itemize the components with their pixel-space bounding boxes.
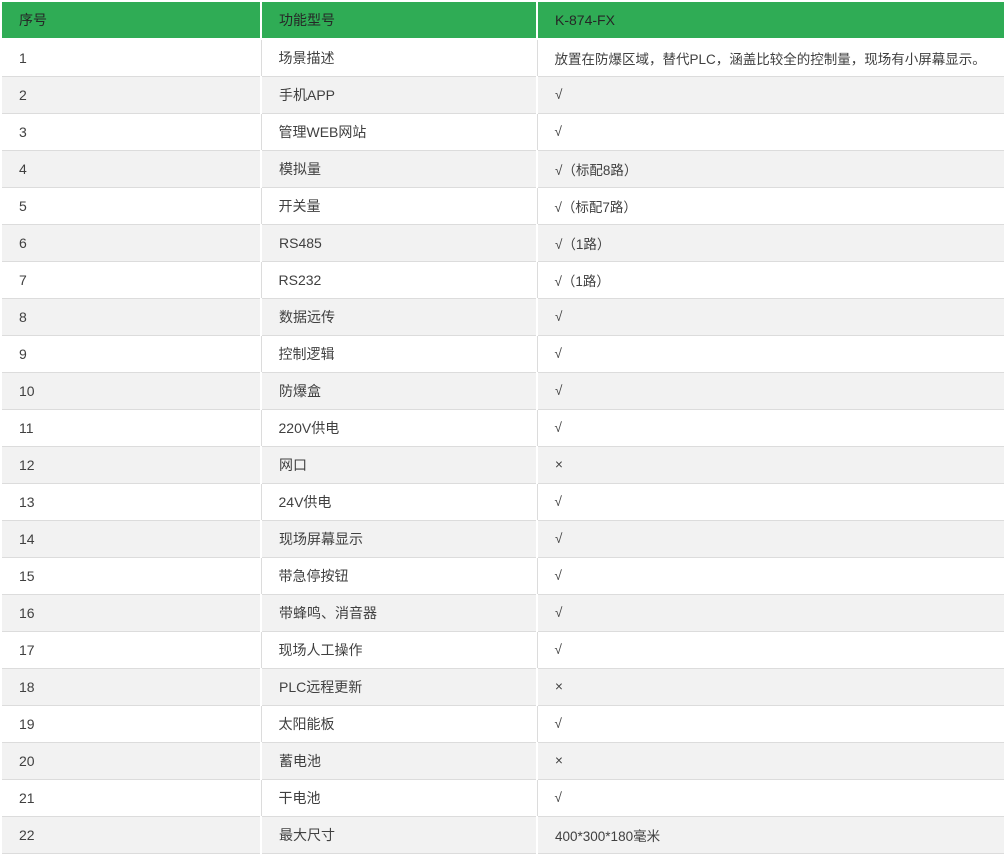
- feature-name-cell: 管理WEB网站: [260, 113, 537, 150]
- feature-value-cell: √: [536, 520, 1004, 557]
- row-index-cell: 2: [19, 86, 27, 103]
- row-index-cell: 19: [19, 715, 35, 732]
- header-row: 序号 功能型号 K-874-FX: [2, 2, 1004, 40]
- feature-value-cell: √: [536, 779, 1004, 816]
- feature-value-cell: √: [536, 631, 1004, 668]
- table-row: 4 模拟量 √（标配8路）: [2, 150, 1004, 187]
- feature-name-cell: 数据远传: [260, 298, 537, 335]
- table-row: 16 带蜂鸣、消音器 √: [2, 594, 1004, 631]
- feature-name-cell: 网口: [260, 446, 537, 483]
- row-index-cell: 1: [19, 49, 27, 66]
- row-index-cell: 7: [19, 271, 27, 288]
- table-row: 11 220V供电 √: [2, 409, 1004, 446]
- feature-name-cell: 现场人工操作: [260, 631, 537, 668]
- table-row: 8 数据远传 √: [2, 298, 1004, 335]
- row-index-cell: 11: [19, 419, 34, 436]
- feature-value-cell: √（标配8路）: [536, 150, 1004, 187]
- row-index-cell: 18: [19, 678, 35, 695]
- feature-name-cell: RS485: [260, 224, 537, 261]
- feature-value-cell: √: [536, 372, 1004, 409]
- row-index-cell: 10: [19, 382, 35, 399]
- table-header: 序号 功能型号 K-874-FX: [2, 2, 1004, 40]
- row-index-cell: 22: [19, 826, 35, 843]
- row-index-cell: 17: [19, 641, 35, 658]
- feature-name-cell: 24V供电: [260, 483, 537, 520]
- feature-value-cell: √: [536, 335, 1004, 372]
- feature-value-cell: √: [536, 298, 1004, 335]
- table-row: 18 PLC远程更新 ×: [2, 668, 1004, 705]
- table-row: 6 RS485 √（1路）: [2, 224, 1004, 261]
- header-cell-model: K-874-FX: [536, 2, 1004, 40]
- table-row: 13 24V供电 √: [2, 483, 1004, 520]
- table-row: 10 防爆盒 √: [2, 372, 1004, 409]
- feature-value-cell: ×: [536, 668, 1004, 705]
- table-row: 2 手机APP √: [2, 76, 1004, 113]
- table-row: 19 太阳能板 √: [2, 705, 1004, 742]
- row-index-cell: 8: [19, 308, 27, 325]
- feature-value-cell: 放置在防爆区域，替代PLC，涵盖比较全的控制量，现场有小屏幕显示。: [536, 39, 1004, 76]
- feature-name-cell: 防爆盒: [260, 372, 537, 409]
- feature-name-cell: 场景描述: [260, 39, 537, 76]
- feature-name-cell: 带急停按钮: [260, 557, 537, 594]
- header-cell-feature: 功能型号: [260, 2, 537, 40]
- feature-value-cell: √: [536, 483, 1004, 520]
- row-index-cell: 16: [19, 604, 35, 621]
- feature-value-cell: √: [536, 113, 1004, 150]
- feature-name-cell: 220V供电: [260, 409, 537, 446]
- feature-name-cell: 太阳能板: [260, 705, 537, 742]
- row-index-cell: 4: [19, 160, 27, 177]
- feature-value-cell: ×: [536, 446, 1004, 483]
- feature-value-cell: ×: [536, 742, 1004, 779]
- table-row: 5 开关量 √（标配7路）: [2, 187, 1004, 224]
- row-index-cell: 21: [19, 789, 35, 806]
- row-index-cell: 3: [19, 123, 27, 140]
- table-row: 14 现场屏幕显示 √: [2, 520, 1004, 557]
- row-index-cell: 20: [19, 752, 35, 769]
- table-row: 15 带急停按钮 √: [2, 557, 1004, 594]
- feature-name-cell: 现场屏幕显示: [260, 520, 537, 557]
- feature-value-cell: √: [536, 557, 1004, 594]
- feature-value-cell: √: [536, 76, 1004, 113]
- feature-value-cell: √（1路）: [536, 261, 1004, 298]
- feature-value-cell: √: [536, 705, 1004, 742]
- table-row: 9 控制逻辑 √: [2, 335, 1004, 372]
- row-index-cell: 13: [19, 493, 35, 510]
- row-index-cell: 14: [19, 530, 35, 547]
- feature-name-cell: 最大尺寸: [260, 816, 537, 853]
- table-row: 22 最大尺寸 400*300*180毫米: [2, 816, 1004, 853]
- feature-name-cell: 模拟量: [260, 150, 537, 187]
- feature-name-cell: 干电池: [260, 779, 537, 816]
- feature-name-cell: 带蜂鸣、消音器: [260, 594, 537, 631]
- table-row: 3 管理WEB网站 √: [2, 113, 1004, 150]
- feature-value-cell: √: [536, 409, 1004, 446]
- feature-name-cell: RS232: [260, 261, 537, 298]
- table-row: 12 网口 ×: [2, 446, 1004, 483]
- row-index-cell: 5: [19, 197, 27, 214]
- table-row: 21 干电池 √: [2, 779, 1004, 816]
- row-index-cell: 6: [19, 234, 27, 251]
- feature-name-cell: 蓄电池: [260, 742, 537, 779]
- feature-name-cell: 控制逻辑: [260, 335, 537, 372]
- header-cell-index: 序号: [2, 2, 261, 40]
- table-row: 17 现场人工操作 √: [2, 631, 1004, 668]
- row-index-cell: 9: [19, 345, 27, 362]
- table-row: 1 场景描述 放置在防爆区域，替代PLC，涵盖比较全的控制量，现场有小屏幕显示。: [2, 39, 1004, 76]
- row-index-cell: 15: [19, 567, 35, 584]
- feature-value-cell: √（1路）: [536, 224, 1004, 261]
- feature-value-cell: √（标配7路）: [536, 187, 1004, 224]
- feature-value-cell: 400*300*180毫米: [536, 816, 1004, 853]
- feature-value-cell: √: [536, 594, 1004, 631]
- table-row: 7 RS232 √（1路）: [2, 261, 1004, 298]
- feature-name-cell: PLC远程更新: [260, 668, 537, 705]
- table-body: 1 场景描述 放置在防爆区域，替代PLC，涵盖比较全的控制量，现场有小屏幕显示。 2 手…: [2, 39, 1004, 853]
- feature-name-cell: 手机APP: [260, 76, 537, 113]
- row-index-cell: 12: [19, 456, 35, 473]
- feature-name-cell: 开关量: [260, 187, 537, 224]
- table-row: 20 蓄电池 ×: [2, 742, 1004, 779]
